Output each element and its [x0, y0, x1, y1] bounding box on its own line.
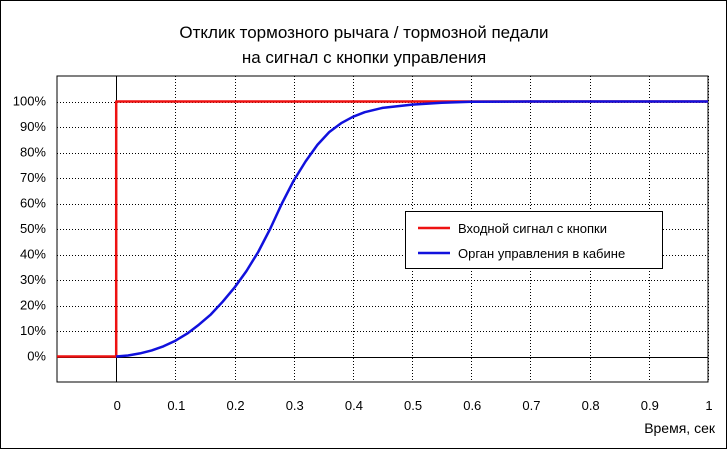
x-tick-label: 0.6: [463, 398, 481, 413]
x-tick-label: 0.1: [167, 398, 185, 413]
y-tick-label: 70%: [20, 170, 46, 185]
chart-title-line-2: на сигнал с кнопки управления: [242, 48, 486, 67]
y-tick-label: 80%: [20, 145, 46, 160]
legend-box: [405, 211, 663, 269]
legend: Входной сигнал с кнопки Орган управления …: [405, 211, 663, 269]
x-tick-label: 0.4: [345, 398, 363, 413]
x-tick-label: 0.2: [227, 398, 245, 413]
chart-title: Отклик тормозного рычага / тормозной пед…: [179, 23, 548, 67]
y-tick-label: 40%: [20, 247, 46, 262]
y-tick-label: 0%: [27, 349, 46, 364]
x-tick-label: 0.3: [286, 398, 304, 413]
series-line-1: [57, 100, 708, 358]
y-tick-label: 60%: [20, 196, 46, 211]
legend-label-1: Входной сигнал с кнопки: [458, 221, 607, 236]
x-tick-label: 0.8: [582, 398, 600, 413]
y-tick-label: 30%: [20, 272, 46, 287]
y-tick-label: 10%: [20, 323, 46, 338]
x-tick-label: 0.5: [404, 398, 422, 413]
x-tick-label: 1: [705, 398, 712, 413]
x-tick-label: 0.7: [522, 398, 540, 413]
y-tick-label: 50%: [20, 221, 46, 236]
legend-label-2: Орган управления в кабине: [458, 246, 625, 261]
x-tick-label: 0: [114, 398, 121, 413]
y-tick-label: 20%: [20, 298, 46, 313]
series-line-2: [116, 100, 708, 358]
x-axis-label: Время, сек: [644, 420, 716, 436]
y-tick-label: 90%: [20, 119, 46, 134]
y-tick-label: 100%: [13, 94, 47, 109]
x-tick-label: 0.9: [641, 398, 659, 413]
chart-title-line-1: Отклик тормозного рычага / тормозной пед…: [179, 23, 548, 42]
